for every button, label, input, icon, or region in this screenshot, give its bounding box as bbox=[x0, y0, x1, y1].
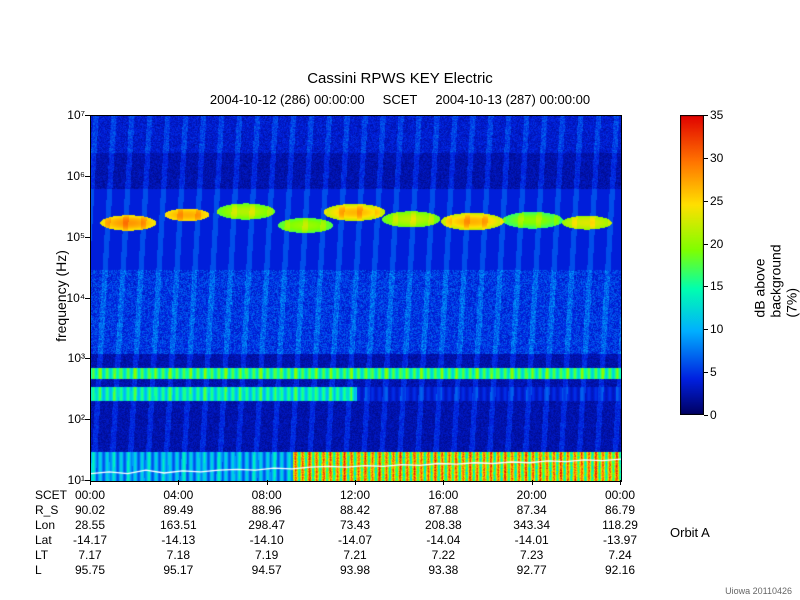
table-cell: 298.47 bbox=[237, 518, 297, 532]
table-cell: 00:00 bbox=[60, 488, 120, 502]
table-cell: -14.10 bbox=[237, 533, 297, 547]
table-cell: 86.79 bbox=[590, 503, 650, 517]
table-cell: 163.51 bbox=[148, 518, 208, 532]
table-cell: 94.57 bbox=[237, 563, 297, 577]
footer-text: Uiowa 20110426 bbox=[725, 586, 792, 596]
table-cell: 7.22 bbox=[413, 548, 473, 562]
table-cell: 7.24 bbox=[590, 548, 650, 562]
table-row-label: R_S bbox=[35, 503, 58, 517]
table-cell: 7.18 bbox=[148, 548, 208, 562]
table-cell: 87.34 bbox=[502, 503, 562, 517]
table-cell: -14.01 bbox=[502, 533, 562, 547]
table-cell: 7.23 bbox=[502, 548, 562, 562]
table-cell: -14.07 bbox=[325, 533, 385, 547]
table-cell: -14.04 bbox=[413, 533, 473, 547]
y-tick: 10⁷ bbox=[45, 108, 85, 122]
table-row-label: L bbox=[35, 563, 42, 577]
y-tick: 10² bbox=[45, 412, 85, 426]
table-row-label: Lon bbox=[35, 518, 55, 532]
table-cell: 93.38 bbox=[413, 563, 473, 577]
spectrogram-canvas bbox=[90, 115, 622, 482]
colorbar-tick: 25 bbox=[710, 194, 723, 208]
table-cell: -14.17 bbox=[60, 533, 120, 547]
colorbar-tick: 30 bbox=[710, 151, 723, 165]
table-cell: 00:00 bbox=[590, 488, 650, 502]
table-row-label: Lat bbox=[35, 533, 52, 547]
table-cell: 08:00 bbox=[237, 488, 297, 502]
subtitle-mid: SCET bbox=[383, 92, 418, 107]
table-cell: 95.75 bbox=[60, 563, 120, 577]
table-cell: 88.42 bbox=[325, 503, 385, 517]
y-tick: 10¹ bbox=[45, 473, 85, 487]
table-row-label: LT bbox=[35, 548, 48, 562]
table-cell: 92.77 bbox=[502, 563, 562, 577]
colorbar-tick: 10 bbox=[710, 322, 723, 336]
y-tick: 10⁴ bbox=[45, 291, 85, 305]
table-cell: 93.98 bbox=[325, 563, 385, 577]
y-tick: 10³ bbox=[45, 351, 85, 365]
colorbar-tick: 20 bbox=[710, 237, 723, 251]
subtitle-left: 2004-10-12 (286) 00:00:00 bbox=[210, 92, 365, 107]
table-cell: 20:00 bbox=[502, 488, 562, 502]
table-cell: 208.38 bbox=[413, 518, 473, 532]
table-cell: 12:00 bbox=[325, 488, 385, 502]
table-cell: 89.49 bbox=[148, 503, 208, 517]
table-cell: 7.17 bbox=[60, 548, 120, 562]
table-cell: 95.17 bbox=[148, 563, 208, 577]
colorbar-label: dB above background (7%) bbox=[752, 244, 800, 317]
table-cell: 04:00 bbox=[148, 488, 208, 502]
colorbar-tick: 15 bbox=[710, 279, 723, 293]
table-cell: 28.55 bbox=[60, 518, 120, 532]
colorbar-tick: 0 bbox=[710, 408, 717, 422]
colorbar-tick: 35 bbox=[710, 108, 723, 122]
table-cell: 92.16 bbox=[590, 563, 650, 577]
table-cell: 87.88 bbox=[413, 503, 473, 517]
plot-title: Cassini RPWS KEY Electric bbox=[0, 70, 800, 87]
table-cell: -13.97 bbox=[590, 533, 650, 547]
table-cell: 16:00 bbox=[413, 488, 473, 502]
y-tick: 10⁵ bbox=[45, 230, 85, 244]
table-cell: 7.19 bbox=[237, 548, 297, 562]
subtitle-right: 2004-10-13 (287) 00:00:00 bbox=[435, 92, 590, 107]
colorbar-tick: 5 bbox=[710, 365, 717, 379]
table-cell: 73.43 bbox=[325, 518, 385, 532]
orbit-label: Orbit A bbox=[670, 525, 710, 540]
plot-subtitle: 2004-10-12 (286) 00:00:00 SCET 2004-10-1… bbox=[0, 92, 800, 107]
y-tick: 10⁶ bbox=[45, 169, 85, 183]
table-cell: -14.13 bbox=[148, 533, 208, 547]
table-cell: 343.34 bbox=[502, 518, 562, 532]
colorbar-canvas bbox=[680, 115, 704, 415]
table-cell: 88.96 bbox=[237, 503, 297, 517]
table-cell: 90.02 bbox=[60, 503, 120, 517]
table-cell: 118.29 bbox=[590, 518, 650, 532]
table-cell: 7.21 bbox=[325, 548, 385, 562]
